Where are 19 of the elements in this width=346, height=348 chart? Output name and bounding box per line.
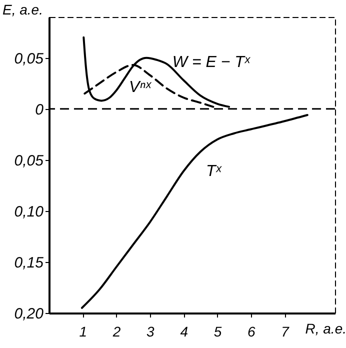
x-tick-label: 4 (180, 324, 188, 340)
y-tick-label: 0,20 (14, 306, 44, 322)
y-tick-label: 0 (35, 101, 44, 118)
x-axis-title: R, a.e. (305, 320, 346, 336)
x-tick-label: 5 (214, 324, 222, 340)
x-tick-label: 3 (146, 324, 155, 340)
y-tick-label: 0,05 (14, 152, 44, 170)
line-series (80, 114, 308, 309)
y-tick-label: 0,15 (14, 254, 44, 272)
series-label: Vⁿˣ (128, 79, 153, 96)
series-label: W = E − Tˣ (172, 54, 252, 71)
y-axis-title: E, a.e. (2, 2, 43, 18)
x-tick-label: 7 (281, 324, 290, 340)
y-tick-label: 0,05 (14, 50, 44, 68)
x-tick-label: 6 (247, 324, 256, 340)
y-tick-label: 0,10 (14, 203, 44, 220)
x-tick-label: 2 (112, 324, 121, 340)
series-label: Tˣ (206, 163, 223, 180)
x-tick-label: 1 (79, 324, 88, 340)
